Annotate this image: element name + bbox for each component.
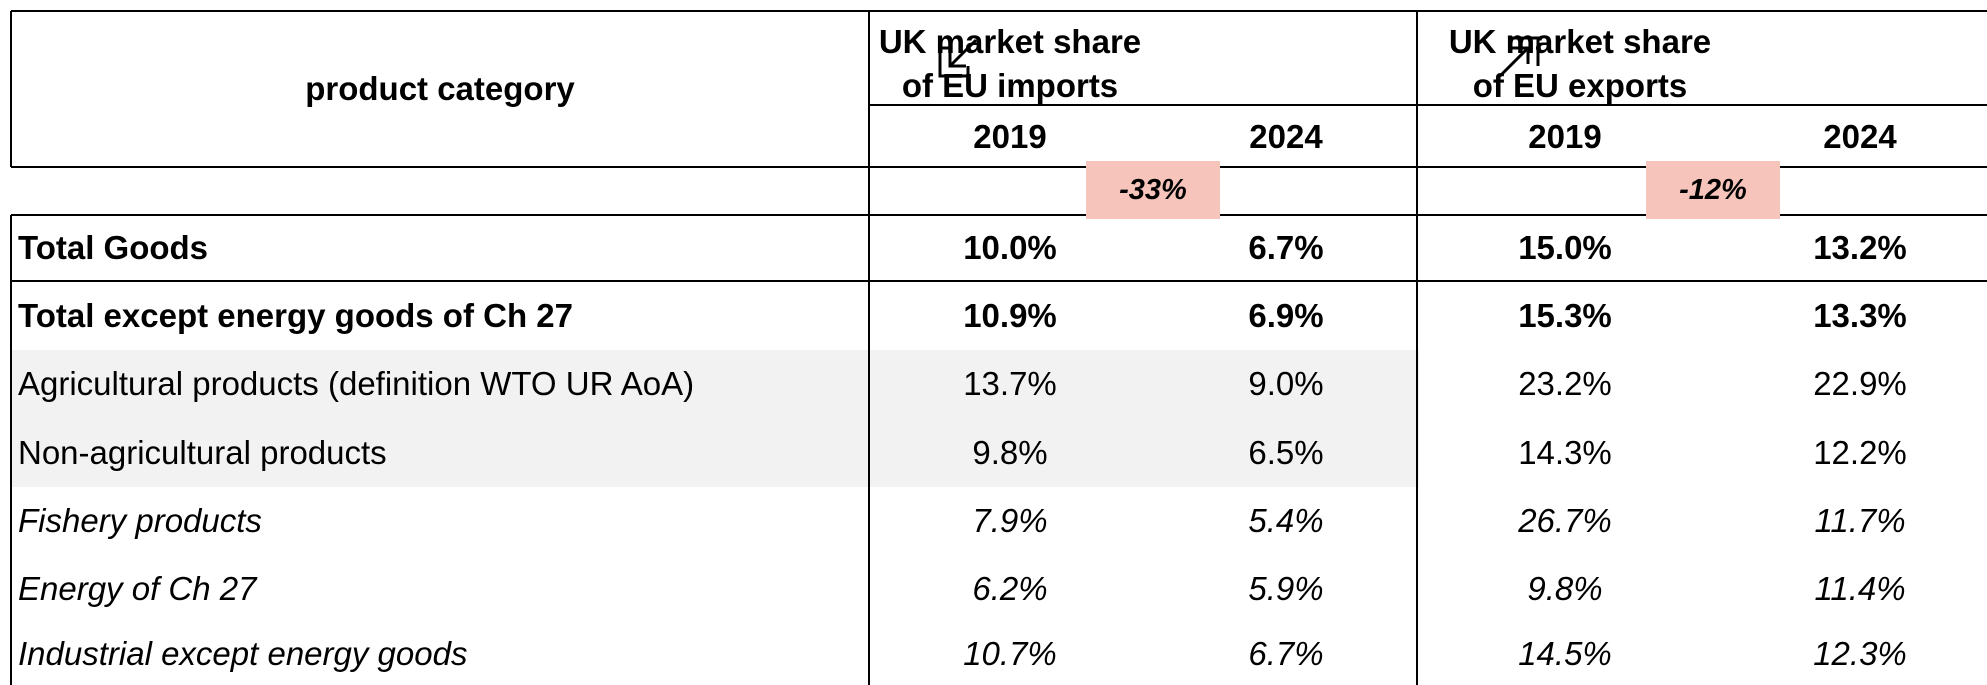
row-value: 13.3%	[1813, 296, 1907, 334]
export-icon	[1498, 36, 1540, 78]
row-label: Total except energy goods of Ch 27	[18, 296, 573, 334]
row-value: 15.3%	[1518, 296, 1612, 334]
change-badge: -12%	[1646, 161, 1780, 219]
row-value: 10.9%	[963, 296, 1057, 334]
row-shade	[12, 350, 1419, 418]
row-value: 10.0%	[963, 229, 1057, 266]
v-border	[10, 11, 12, 167]
row-value: 15.0%	[1518, 229, 1612, 266]
year-header: 2019	[1528, 118, 1602, 155]
row-value: 5.9%	[1248, 570, 1324, 607]
year-header: 2019	[973, 118, 1047, 155]
row-label: Non-agricultural products	[18, 433, 387, 471]
row-value: 9.8%	[972, 433, 1048, 471]
change-badge: -33%	[1086, 161, 1220, 219]
row-value: 6.2%	[972, 570, 1048, 607]
row-value: 26.7%	[1518, 502, 1612, 539]
row-value: 13.2%	[1813, 229, 1907, 266]
v-border	[868, 11, 870, 685]
year-header: 2024	[1249, 118, 1323, 155]
header-product-category: product category	[305, 70, 575, 107]
h-border	[11, 214, 1987, 216]
row-value: 13.7%	[963, 365, 1057, 402]
row-label: Fishery products	[18, 502, 262, 539]
v-border	[1416, 11, 1418, 685]
row-value: 5.4%	[1248, 502, 1324, 539]
import-icon	[938, 38, 978, 78]
group-header: UK market share	[1448, 23, 1712, 60]
row-value: 14.5%	[1518, 635, 1612, 672]
row-label: Agricultural products (definition WTO UR…	[18, 365, 695, 402]
row-value: 23.2%	[1518, 365, 1612, 402]
row-value: 12.3%	[1813, 635, 1907, 672]
row-value: 14.3%	[1518, 433, 1612, 471]
row-label: Industrial except energy goods	[18, 635, 468, 672]
row-value: 6.7%	[1248, 635, 1324, 672]
year-header: 2024	[1823, 118, 1897, 155]
h-border	[11, 166, 1987, 168]
row-value: 6.7%	[1248, 229, 1324, 266]
row-value: 9.0%	[1248, 365, 1324, 402]
row-value: 9.8%	[1527, 570, 1603, 607]
h-border	[11, 280, 1987, 282]
row-value: 11.7%	[1814, 502, 1906, 539]
v-border	[10, 215, 12, 685]
row-value: 22.9%	[1813, 365, 1907, 402]
row-value: 12.2%	[1813, 433, 1907, 471]
group-header: UK market share	[878, 23, 1142, 60]
row-shade	[12, 418, 1419, 487]
group-header: of EU imports	[901, 67, 1119, 104]
row-value: 11.4%	[1814, 570, 1906, 607]
row-value: 10.7%	[963, 635, 1057, 672]
h-border	[869, 104, 1987, 106]
row-value: 6.5%	[1248, 433, 1324, 471]
h-border	[11, 10, 1987, 12]
group-header: of EU exports	[1472, 67, 1688, 104]
row-label: Energy of Ch 27	[18, 570, 257, 607]
row-value: 6.9%	[1248, 296, 1324, 334]
row-label: Total Goods	[18, 229, 209, 266]
row-value: 7.9%	[972, 502, 1048, 539]
